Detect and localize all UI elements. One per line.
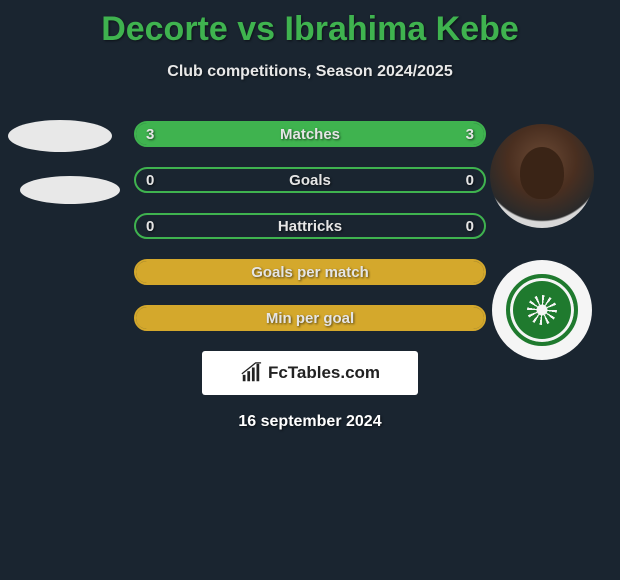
stat-value-right: 0 (466, 218, 474, 235)
stat-row: 3 3 Matches (134, 121, 486, 147)
club-badge-inner (506, 274, 578, 346)
subtitle: Club competitions, Season 2024/2025 (0, 63, 620, 81)
stat-value-left: 3 (146, 126, 154, 143)
stat-label: Matches (280, 126, 340, 143)
stat-label: Goals (289, 172, 331, 189)
stat-value-left: 0 (146, 218, 154, 235)
stat-label: Goals per match (251, 264, 369, 281)
page-title: Decorte vs Ibrahima Kebe (0, 0, 620, 49)
date-text: 16 september 2024 (0, 413, 620, 431)
stat-value-right: 3 (466, 126, 474, 143)
stat-row: 0 0 Goals (134, 167, 486, 193)
stat-row: Min per goal (134, 305, 486, 331)
club-badge-right (492, 260, 592, 360)
brand-box: FcTables.com (202, 351, 418, 395)
stat-value-right: 0 (466, 172, 474, 189)
stat-row: Goals per match (134, 259, 486, 285)
player-left-avatar-bottom (20, 176, 120, 204)
chart-icon (240, 362, 262, 384)
player-right-avatar (490, 124, 594, 228)
stat-value-left: 0 (146, 172, 154, 189)
stat-label: Hattricks (278, 218, 342, 235)
player-left-avatar-top (8, 120, 112, 152)
stat-row: 0 0 Hattricks (134, 213, 486, 239)
brand-text: FcTables.com (268, 363, 380, 383)
stat-label: Min per goal (266, 310, 354, 327)
